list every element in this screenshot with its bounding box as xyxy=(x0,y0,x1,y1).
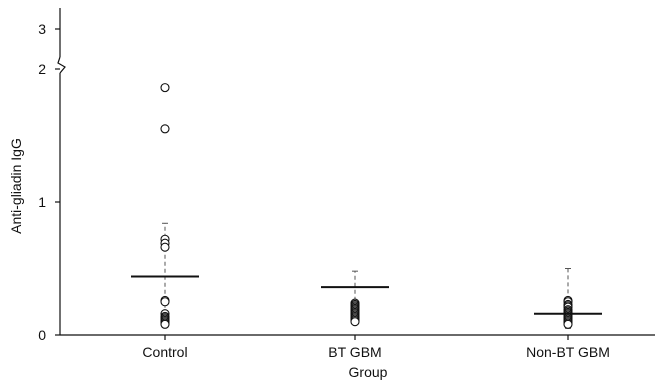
y-tick-label: 1 xyxy=(38,194,46,210)
data-point xyxy=(160,83,170,93)
x-tick-label: Non-BT GBM xyxy=(526,344,610,360)
data-point xyxy=(160,297,170,307)
y-axis: 0 1 2 3 xyxy=(38,8,66,343)
x-axis: Control BT GBM Non-BT GBM xyxy=(60,334,655,360)
y-tick-label: 3 xyxy=(38,21,46,37)
y-tick-label: 2 xyxy=(38,61,46,77)
data-point xyxy=(160,242,170,252)
data-point xyxy=(160,319,170,329)
data-point xyxy=(563,319,573,329)
x-tick-label: Control xyxy=(142,344,187,360)
group-non-bt-gbm xyxy=(534,268,602,329)
data-point xyxy=(160,124,170,134)
y-tick-label: 0 xyxy=(38,327,46,343)
y-axis-break-icon xyxy=(57,56,66,74)
group-bt-gbm xyxy=(321,270,389,327)
x-tick-label: BT GBM xyxy=(328,344,381,360)
x-axis-title: Group xyxy=(349,364,388,380)
group-control xyxy=(131,83,199,329)
data-point xyxy=(350,317,360,327)
plot-marks xyxy=(131,83,602,329)
y-axis-title: Anti-gliadin IgG xyxy=(8,138,24,234)
